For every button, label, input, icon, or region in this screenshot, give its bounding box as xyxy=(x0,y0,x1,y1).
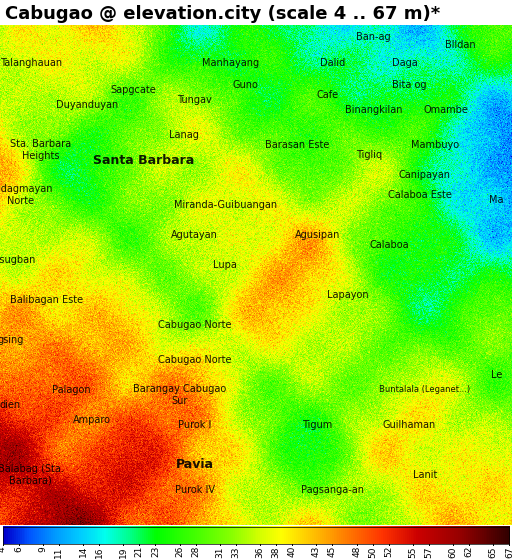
Text: 40: 40 xyxy=(288,546,297,557)
Text: Lupa: Lupa xyxy=(214,260,237,270)
Text: Cabugao Norte: Cabugao Norte xyxy=(158,320,231,330)
Text: Guno: Guno xyxy=(233,80,259,90)
Text: Ma: Ma xyxy=(489,195,504,205)
Text: Tigliq: Tigliq xyxy=(355,150,382,160)
Text: gsing: gsing xyxy=(0,335,24,345)
Text: Sapgcate: Sapgcate xyxy=(110,85,156,95)
Text: Santa Barbara: Santa Barbara xyxy=(93,153,194,166)
Text: Lanag: Lanag xyxy=(169,130,199,140)
Text: Cabugao Norte: Cabugao Norte xyxy=(158,355,231,365)
Text: 16: 16 xyxy=(95,546,103,558)
Text: Canipayan: Canipayan xyxy=(399,170,451,180)
Text: Palagon: Palagon xyxy=(52,385,91,395)
Text: Blldan: Blldan xyxy=(445,40,476,50)
Text: 11: 11 xyxy=(54,546,63,558)
Text: 67: 67 xyxy=(505,546,512,558)
Text: Guilhaman: Guilhaman xyxy=(383,420,436,430)
Text: Lanit: Lanit xyxy=(413,470,437,480)
Text: 19: 19 xyxy=(119,546,128,558)
Text: Balabag (Sta.
Barbara): Balabag (Sta. Barbara) xyxy=(0,464,63,486)
Text: Buntalala (Leganet...): Buntalala (Leganet...) xyxy=(379,385,471,394)
Text: Talanghauan: Talanghauan xyxy=(0,58,62,68)
Text: 28: 28 xyxy=(191,546,200,557)
Text: Dalid: Dalid xyxy=(320,58,346,68)
Text: 43: 43 xyxy=(312,546,321,557)
Text: Barangay Cabugao
Sur: Barangay Cabugao Sur xyxy=(133,384,226,406)
Text: Agusipan: Agusipan xyxy=(295,230,340,240)
Text: Binangkilan: Binangkilan xyxy=(345,105,402,115)
Text: 33: 33 xyxy=(231,546,241,558)
Text: 4: 4 xyxy=(0,546,7,552)
Text: Agutayan: Agutayan xyxy=(171,230,218,240)
Text: Tungav: Tungav xyxy=(177,95,212,105)
Text: Tigum: Tigum xyxy=(302,420,333,430)
Text: Miranda-Guibuangan: Miranda-Guibuangan xyxy=(174,200,277,210)
Text: 6: 6 xyxy=(14,546,23,552)
Text: 50: 50 xyxy=(368,546,377,558)
Text: Purok I: Purok I xyxy=(178,420,211,430)
Text: 38: 38 xyxy=(271,546,281,558)
Text: Barasan Este: Barasan Este xyxy=(265,140,329,150)
Text: 23: 23 xyxy=(151,546,160,557)
Text: 26: 26 xyxy=(175,546,184,557)
Text: Amparo: Amparo xyxy=(73,415,111,425)
Text: 57: 57 xyxy=(424,546,434,558)
Text: 62: 62 xyxy=(465,546,474,557)
Text: Ban-ag: Ban-ag xyxy=(356,32,391,43)
Text: Sta. Barbara
Heights: Sta. Barbara Heights xyxy=(10,139,72,161)
Text: 60: 60 xyxy=(449,546,458,558)
Text: 65: 65 xyxy=(489,546,498,558)
Text: 45: 45 xyxy=(328,546,337,557)
Text: Bita og: Bita og xyxy=(392,80,427,90)
Text: 48: 48 xyxy=(352,546,361,557)
Text: 21: 21 xyxy=(135,546,144,557)
Text: Le: Le xyxy=(491,370,502,380)
Text: Lapayon: Lapayon xyxy=(327,290,369,300)
Text: Cabugao @ elevation.city (scale 4 .. 67 m)*: Cabugao @ elevation.city (scale 4 .. 67 … xyxy=(5,4,440,23)
Text: Pavia: Pavia xyxy=(176,459,214,472)
Text: dien: dien xyxy=(0,400,21,410)
Text: 55: 55 xyxy=(409,546,417,558)
Text: Nasugban: Nasugban xyxy=(0,255,35,265)
Text: 14: 14 xyxy=(78,546,88,557)
Text: Omambe: Omambe xyxy=(423,105,468,115)
Text: 36: 36 xyxy=(255,546,265,558)
Text: Balibagan Este: Balibagan Este xyxy=(10,295,82,305)
Text: Mambuyo: Mambuyo xyxy=(411,140,459,150)
Text: Daga: Daga xyxy=(392,58,417,68)
Text: Cadagmayan
Norte: Cadagmayan Norte xyxy=(0,184,53,206)
Text: Pagsanga-an: Pagsanga-an xyxy=(301,485,365,495)
Text: 52: 52 xyxy=(384,546,393,557)
Text: Calaboa: Calaboa xyxy=(369,240,409,250)
Text: Calaboa Este: Calaboa Este xyxy=(388,190,452,200)
Text: Purok IV: Purok IV xyxy=(175,485,215,495)
Text: 31: 31 xyxy=(215,546,224,558)
Text: 9: 9 xyxy=(38,546,47,552)
Text: Cafe: Cafe xyxy=(316,90,339,100)
Text: Manhayang: Manhayang xyxy=(202,58,259,68)
Text: Duyanduyan: Duyanduyan xyxy=(56,100,118,110)
